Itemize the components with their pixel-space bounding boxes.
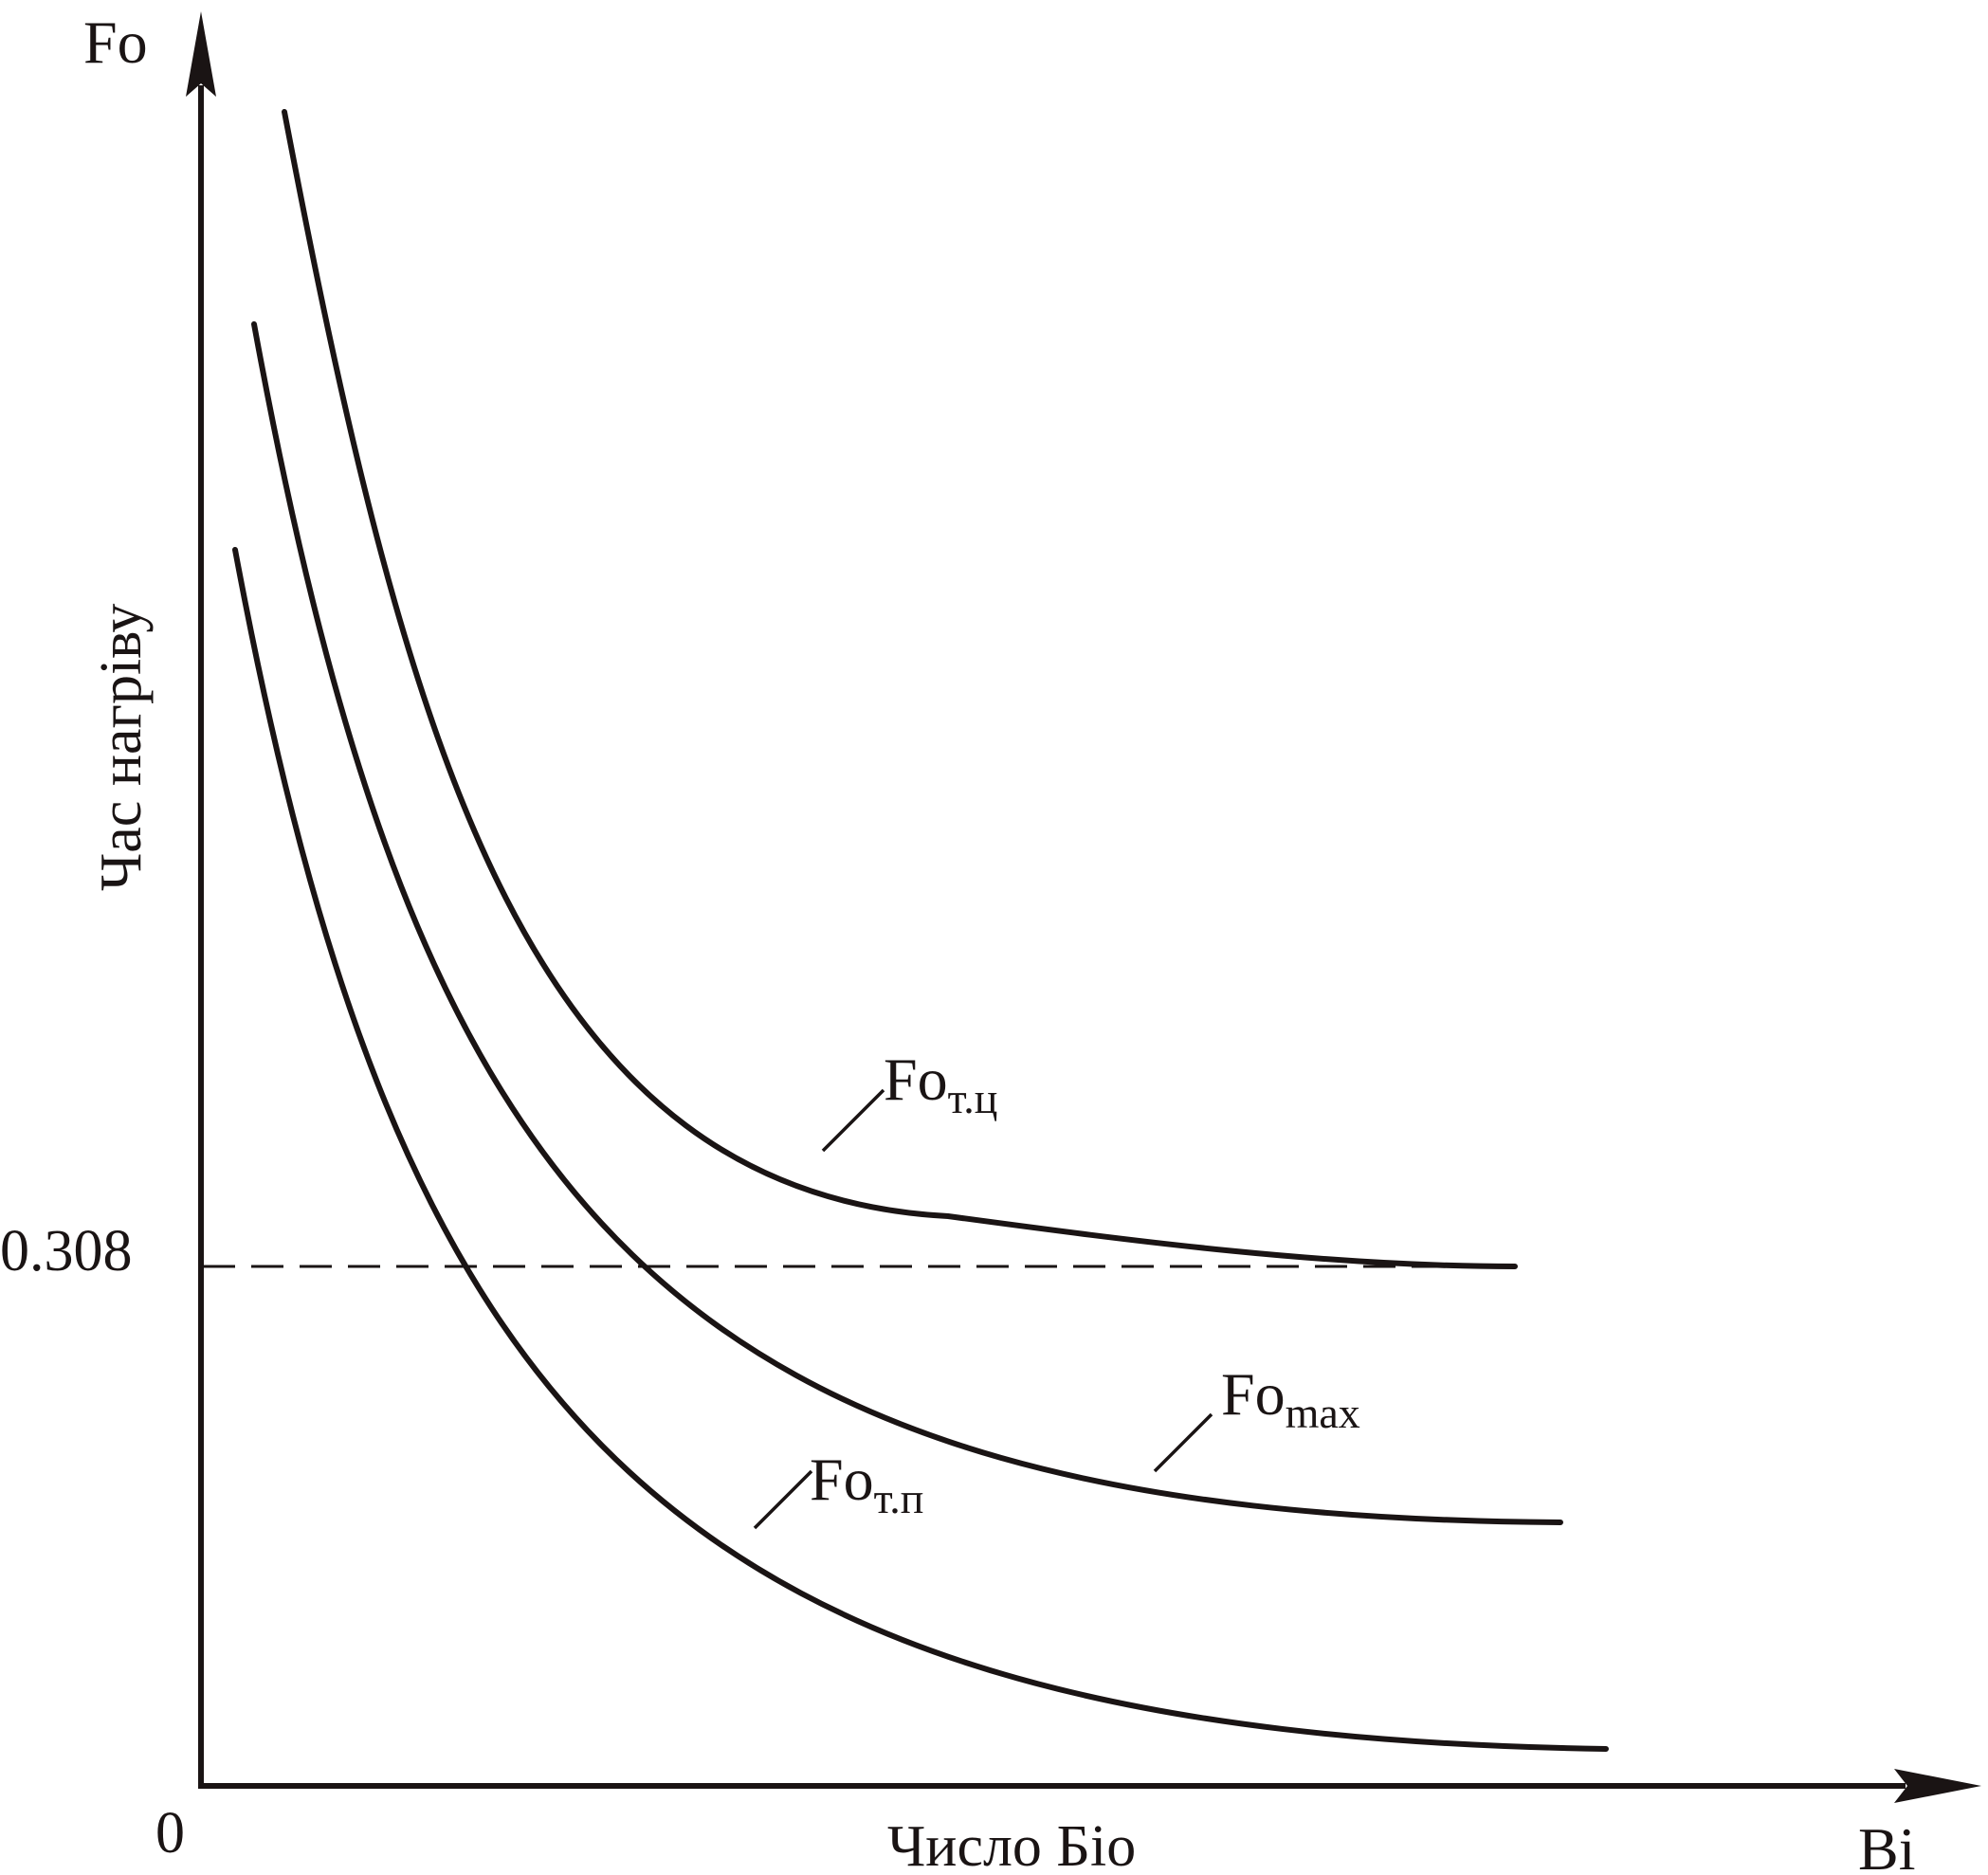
- label-fo-max-subscript: max: [1286, 1389, 1360, 1437]
- reference-value-label: 0.308: [0, 1219, 133, 1283]
- leader-fo-t-p: [753, 1469, 813, 1530]
- x-axis-symbol: Bi: [1858, 1815, 1915, 1875]
- y-axis-symbol: Fo: [83, 9, 148, 76]
- leader-fo-max: [1153, 1412, 1213, 1473]
- curve-fo-max: [251, 321, 1563, 1525]
- origin-label: 0: [155, 1801, 185, 1866]
- x-axis-arrowhead: [1894, 1769, 1981, 1803]
- label-fo-t-p-subscript: т.п: [874, 1474, 924, 1522]
- label-fo-max: Fomax: [1221, 1360, 1360, 1437]
- curve-fo-t-ts: [282, 109, 1518, 1269]
- leader-fo-t-ts: [821, 1088, 885, 1153]
- label-fo-t-ts-base: Fo: [884, 1046, 948, 1113]
- y-axis-arrowhead: [186, 11, 216, 97]
- label-fo-t-ts-subscript: т.ц: [948, 1074, 998, 1122]
- x-axis-title: Число Біо: [887, 1814, 1136, 1875]
- curve-fo-t-p: [232, 547, 1609, 1752]
- label-fo-t-ts: Foт.ц: [884, 1046, 997, 1122]
- y-axis-title: Час нагріву: [89, 604, 154, 891]
- label-fo-t-p: Foт.п: [810, 1446, 923, 1522]
- label-fo-max-base: Fo: [1221, 1360, 1286, 1428]
- label-fo-t-p-base: Fo: [810, 1446, 874, 1513]
